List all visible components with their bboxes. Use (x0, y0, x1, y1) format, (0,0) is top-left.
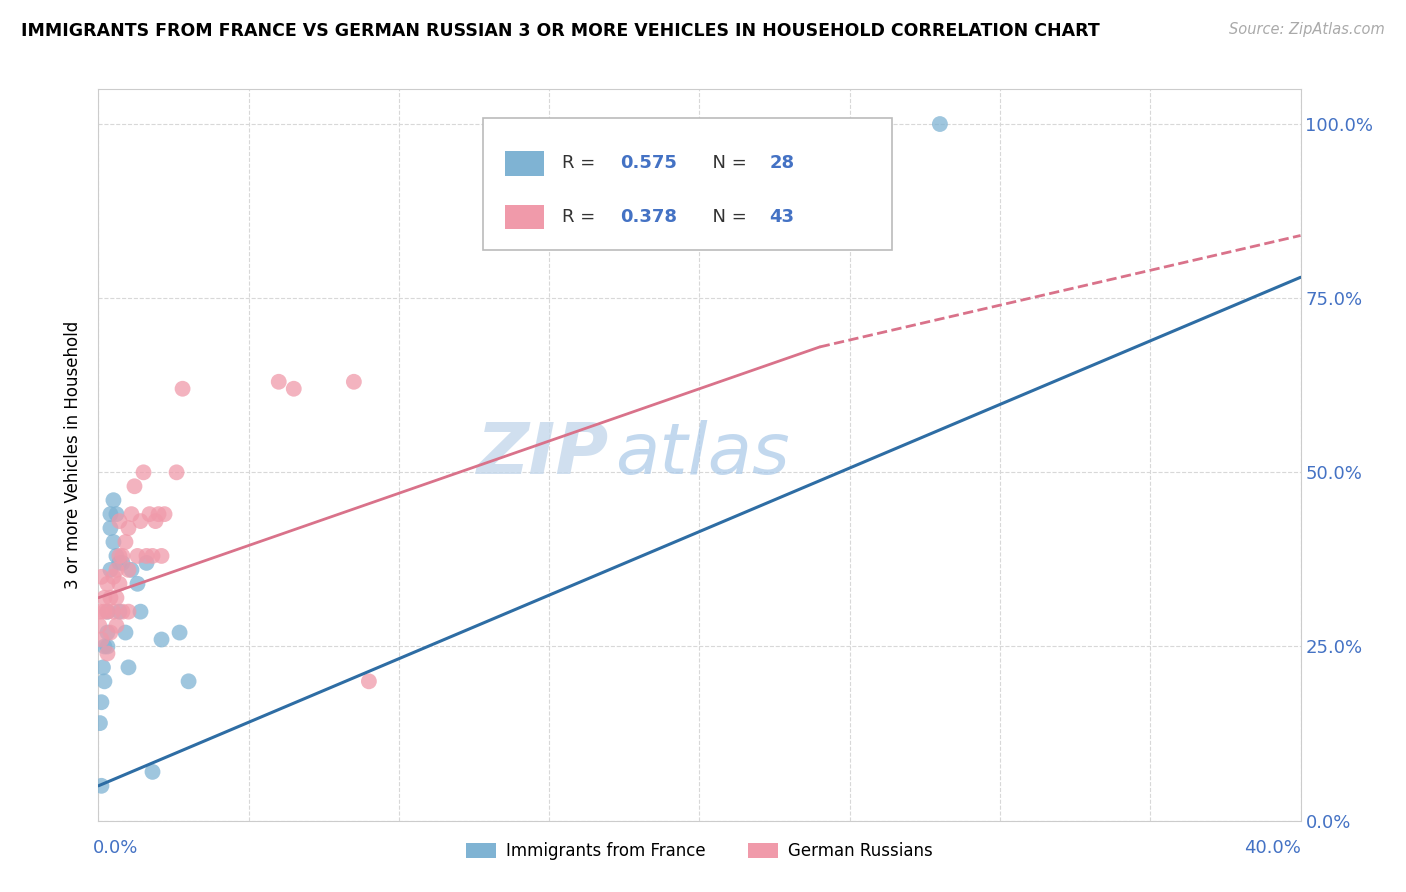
Point (135, 556, 157, 570)
Point (267, 375, 290, 389)
Point (108, 605, 131, 619)
Point (121, 563, 143, 577)
Point (138, 507, 160, 521)
Point (145, 514, 167, 528)
Point (127, 549, 149, 563)
Point (100, 521, 122, 535)
Point (108, 556, 131, 570)
Point (132, 466, 155, 480)
Point (357, 674, 380, 689)
Text: atlas: atlas (616, 420, 790, 490)
Point (172, 382, 194, 396)
Point (96, 625, 118, 640)
Point (117, 605, 139, 619)
Point (283, 382, 305, 396)
Text: R =: R = (562, 208, 602, 226)
Point (89, 716, 111, 731)
Text: 43: 43 (769, 208, 794, 226)
Point (96, 605, 118, 619)
Text: R =: R = (562, 154, 602, 172)
Point (103, 535, 125, 549)
Point (100, 591, 122, 605)
Point (100, 625, 122, 640)
Point (96, 576, 118, 591)
Point (929, 117, 952, 131)
Point (105, 563, 128, 577)
FancyBboxPatch shape (484, 119, 891, 250)
Legend: Immigrants from France, German Russians: Immigrants from France, German Russians (460, 836, 939, 867)
Text: 28: 28 (769, 154, 794, 172)
Point (129, 605, 152, 619)
Text: ZIP: ZIP (477, 420, 609, 490)
Point (343, 375, 366, 389)
Point (117, 521, 139, 535)
Point (100, 563, 122, 577)
Point (166, 466, 188, 480)
Point (111, 605, 134, 619)
Point (148, 507, 170, 521)
Point (103, 605, 125, 619)
Point (117, 563, 139, 577)
Text: IMMIGRANTS FROM FRANCE VS GERMAN RUSSIAN 3 OR MORE VEHICLES IN HOUSEHOLD CORRELA: IMMIGRANTS FROM FRANCE VS GERMAN RUSSIAN… (21, 22, 1099, 40)
Point (121, 507, 143, 521)
Point (96, 640, 118, 654)
Point (108, 549, 131, 563)
Text: 40.0%: 40.0% (1244, 838, 1301, 857)
FancyBboxPatch shape (505, 152, 544, 176)
Point (177, 674, 200, 689)
Point (103, 493, 125, 508)
Point (135, 549, 157, 563)
Point (105, 618, 128, 632)
Text: N =: N = (700, 154, 752, 172)
Point (89, 605, 111, 619)
Point (141, 764, 163, 779)
Point (90, 779, 112, 793)
Point (169, 625, 191, 640)
Point (153, 507, 176, 521)
Point (150, 632, 173, 647)
Point (117, 660, 139, 674)
Point (124, 479, 146, 493)
FancyBboxPatch shape (505, 205, 544, 229)
Point (90, 570, 112, 584)
Point (105, 549, 128, 563)
Point (96, 647, 118, 661)
Point (114, 625, 136, 640)
Point (93, 640, 115, 654)
Point (111, 549, 134, 563)
Point (105, 507, 128, 521)
Point (105, 591, 128, 605)
Point (103, 570, 125, 584)
Point (90, 632, 112, 647)
Text: N =: N = (700, 208, 752, 226)
Point (129, 514, 152, 528)
Point (89, 618, 111, 632)
Point (93, 605, 115, 619)
Text: Source: ZipAtlas.com: Source: ZipAtlas.com (1229, 22, 1385, 37)
Point (127, 576, 149, 591)
Point (96, 605, 118, 619)
Point (93, 591, 115, 605)
Text: 0.378: 0.378 (620, 208, 678, 226)
Point (93, 674, 115, 689)
Point (91, 660, 114, 674)
Text: 0.575: 0.575 (620, 154, 678, 172)
Point (108, 514, 131, 528)
Text: 0.0%: 0.0% (93, 838, 138, 857)
Point (150, 549, 173, 563)
Y-axis label: 3 or more Vehicles in Household: 3 or more Vehicles in Household (65, 321, 83, 589)
Point (141, 549, 163, 563)
Point (90, 695, 112, 709)
Point (108, 576, 131, 591)
Point (100, 507, 122, 521)
Point (111, 556, 134, 570)
Point (114, 535, 136, 549)
